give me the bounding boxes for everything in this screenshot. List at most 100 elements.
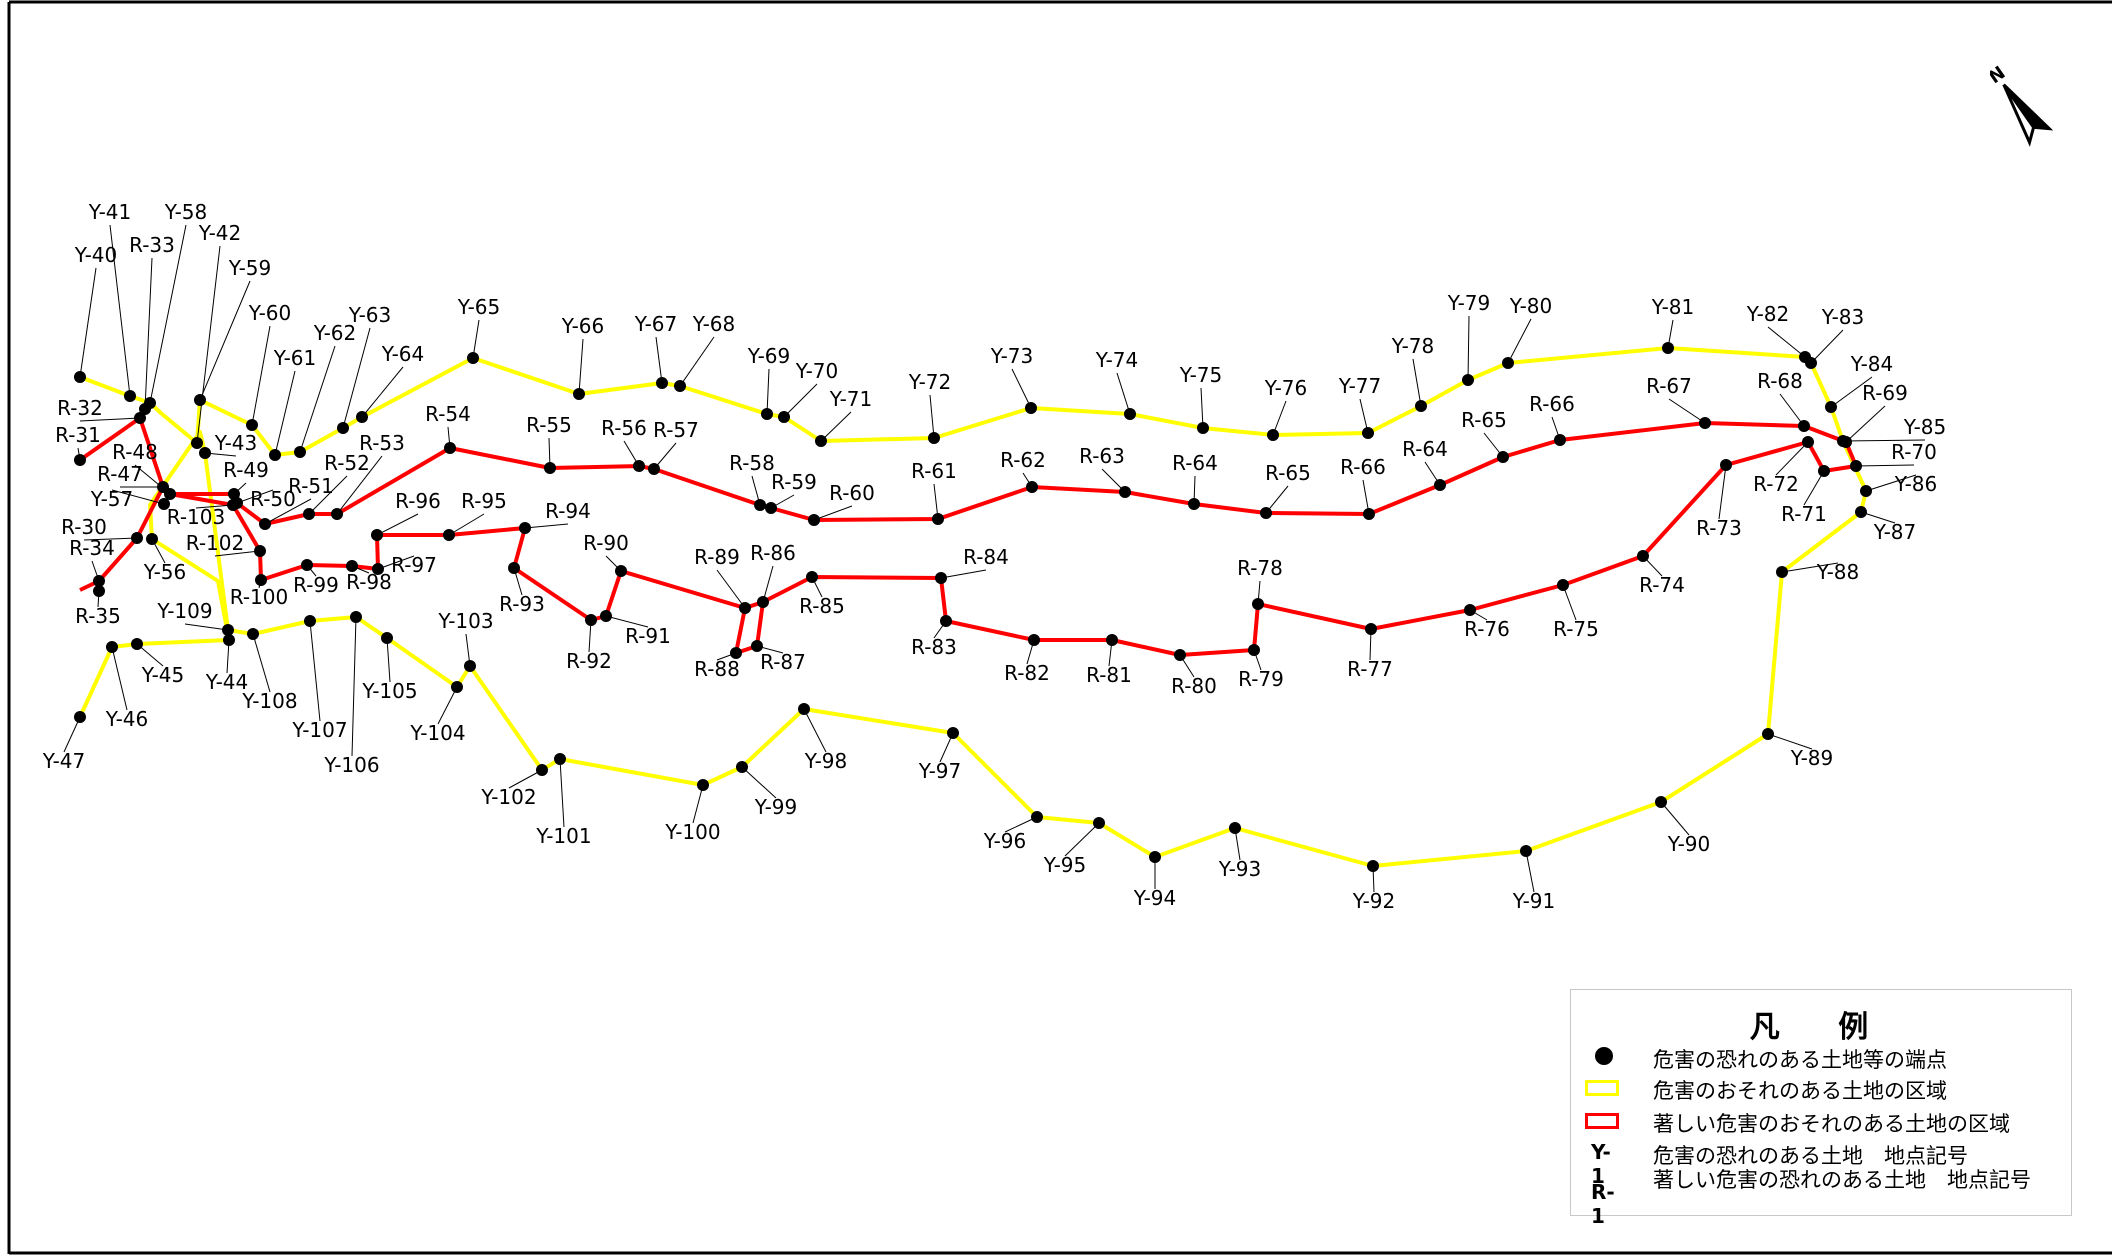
red-box-icon — [1585, 1113, 1619, 1129]
vertex-dot — [1106, 634, 1118, 646]
point-label: Y-89 — [1790, 746, 1834, 770]
vertex-dot — [730, 647, 742, 659]
leader-line — [716, 569, 746, 609]
vertex-dot — [1520, 845, 1532, 857]
point-label: Y-86 — [1894, 472, 1938, 496]
point-label: Y-90 — [1667, 832, 1711, 856]
vertex-dot — [615, 565, 627, 577]
point-label: R-74 — [1639, 573, 1685, 597]
leader-line — [1668, 398, 1706, 424]
point-label: Y-58 — [164, 200, 208, 224]
vertex-dot — [223, 634, 235, 646]
leader-line — [361, 366, 404, 418]
vertex-dot — [356, 411, 368, 423]
north-arrow-icon: N — [1985, 60, 2060, 164]
vertex-dot — [508, 562, 520, 574]
leader-line — [309, 620, 321, 722]
vertex-dot — [227, 499, 239, 511]
r-code-symbol: R-1 — [1591, 1180, 1615, 1228]
point-label: Y-87 — [1873, 520, 1917, 544]
vertex-dot — [371, 529, 383, 541]
vertex-dot — [139, 403, 151, 415]
point-label: R-78 — [1237, 556, 1283, 580]
point-label: R-99 — [293, 573, 339, 597]
leader-line — [1865, 474, 1917, 492]
leader-line — [929, 394, 935, 439]
vertex-dot — [194, 394, 206, 406]
leader-line — [1767, 733, 1813, 750]
vertex-dot — [1252, 598, 1264, 610]
point-label: R-100 — [230, 585, 288, 609]
point-label: Y-105 — [361, 679, 417, 703]
point-label: R-35 — [75, 604, 121, 628]
vertex-dot — [1855, 506, 1867, 518]
point-label: Y-63 — [348, 303, 392, 327]
vertex-dot — [269, 449, 281, 461]
legend-item-y-code: Y-1 危害の恐れのある土地 地点記号 — [1591, 1140, 1968, 1188]
point-label: R-68 — [1757, 369, 1803, 393]
point-label: R-55 — [526, 413, 572, 437]
legend-title: 凡 例 — [1749, 1010, 1893, 1045]
vertex-dot — [600, 610, 612, 622]
point-label: Y-47 — [42, 749, 86, 773]
vertex-dot — [304, 615, 316, 627]
map-left-clip — [11, 200, 79, 800]
point-label: R-92 — [566, 649, 612, 673]
vertex-dot — [164, 488, 176, 500]
vertex-dot — [1031, 811, 1043, 823]
vertex-dot — [1554, 434, 1566, 446]
leader-line — [1781, 562, 1839, 573]
point-label: R-73 — [1696, 516, 1742, 540]
vertex-dot — [808, 514, 820, 526]
vertex-dot — [940, 615, 952, 627]
point-label: Y-65 — [457, 295, 501, 319]
leader-line — [184, 623, 229, 631]
legend-item-r-code: R-1 著しい危害の恐れのある土地 地点記号 — [1591, 1168, 2031, 1228]
point-label: Y-109 — [156, 599, 212, 623]
point-label: Y-57 — [90, 487, 134, 511]
leader-line — [134, 464, 171, 495]
vertex-dot — [93, 575, 105, 587]
vertex-dot — [303, 508, 315, 520]
point-label: R-53 — [359, 431, 405, 455]
vertex-dot — [1637, 550, 1649, 562]
leader-line — [1767, 326, 1806, 358]
vertex-dot — [765, 502, 777, 514]
severe-hazard-zone-boundary — [79, 486, 165, 592]
point-label: Y-78 — [1391, 334, 1435, 358]
vertex-dot — [1119, 486, 1131, 498]
point-label: Y-73 — [990, 344, 1034, 368]
point-label: Y-46 — [105, 707, 149, 731]
north-label: N — [1990, 62, 2009, 88]
leader-line — [803, 708, 827, 753]
point-label: R-63 — [1079, 444, 1125, 468]
vertex-dot — [935, 572, 947, 584]
leader-line — [111, 489, 165, 505]
vertex-dot — [1850, 460, 1862, 472]
point-label: Y-67 — [634, 312, 678, 336]
vertex-dot — [350, 611, 362, 623]
leader-line — [1830, 376, 1873, 408]
point-label: Y-70 — [795, 359, 839, 383]
leader-line — [196, 245, 221, 444]
point-label: Y-94 — [1133, 886, 1177, 910]
point-label: R-49 — [223, 458, 269, 482]
leader-line — [214, 550, 261, 557]
point-label: R-103 — [167, 505, 225, 529]
vertex-dot — [751, 640, 763, 652]
point-label: R-75 — [1553, 617, 1599, 641]
leader-line — [472, 319, 480, 359]
vertex-dot — [1762, 728, 1774, 740]
vertex-dot — [648, 463, 660, 475]
vertex-dot — [1840, 436, 1852, 448]
point-label: Y-66 — [561, 314, 605, 338]
point-label: Y-75 — [1179, 363, 1223, 387]
point-label: R-56 — [601, 416, 647, 440]
leader-line — [377, 555, 415, 570]
point-label: R-30 — [61, 515, 107, 539]
vertex-dot — [255, 574, 267, 586]
point-label: R-47 — [97, 462, 143, 486]
vertex-dot — [246, 419, 258, 431]
leader-line — [559, 758, 565, 828]
